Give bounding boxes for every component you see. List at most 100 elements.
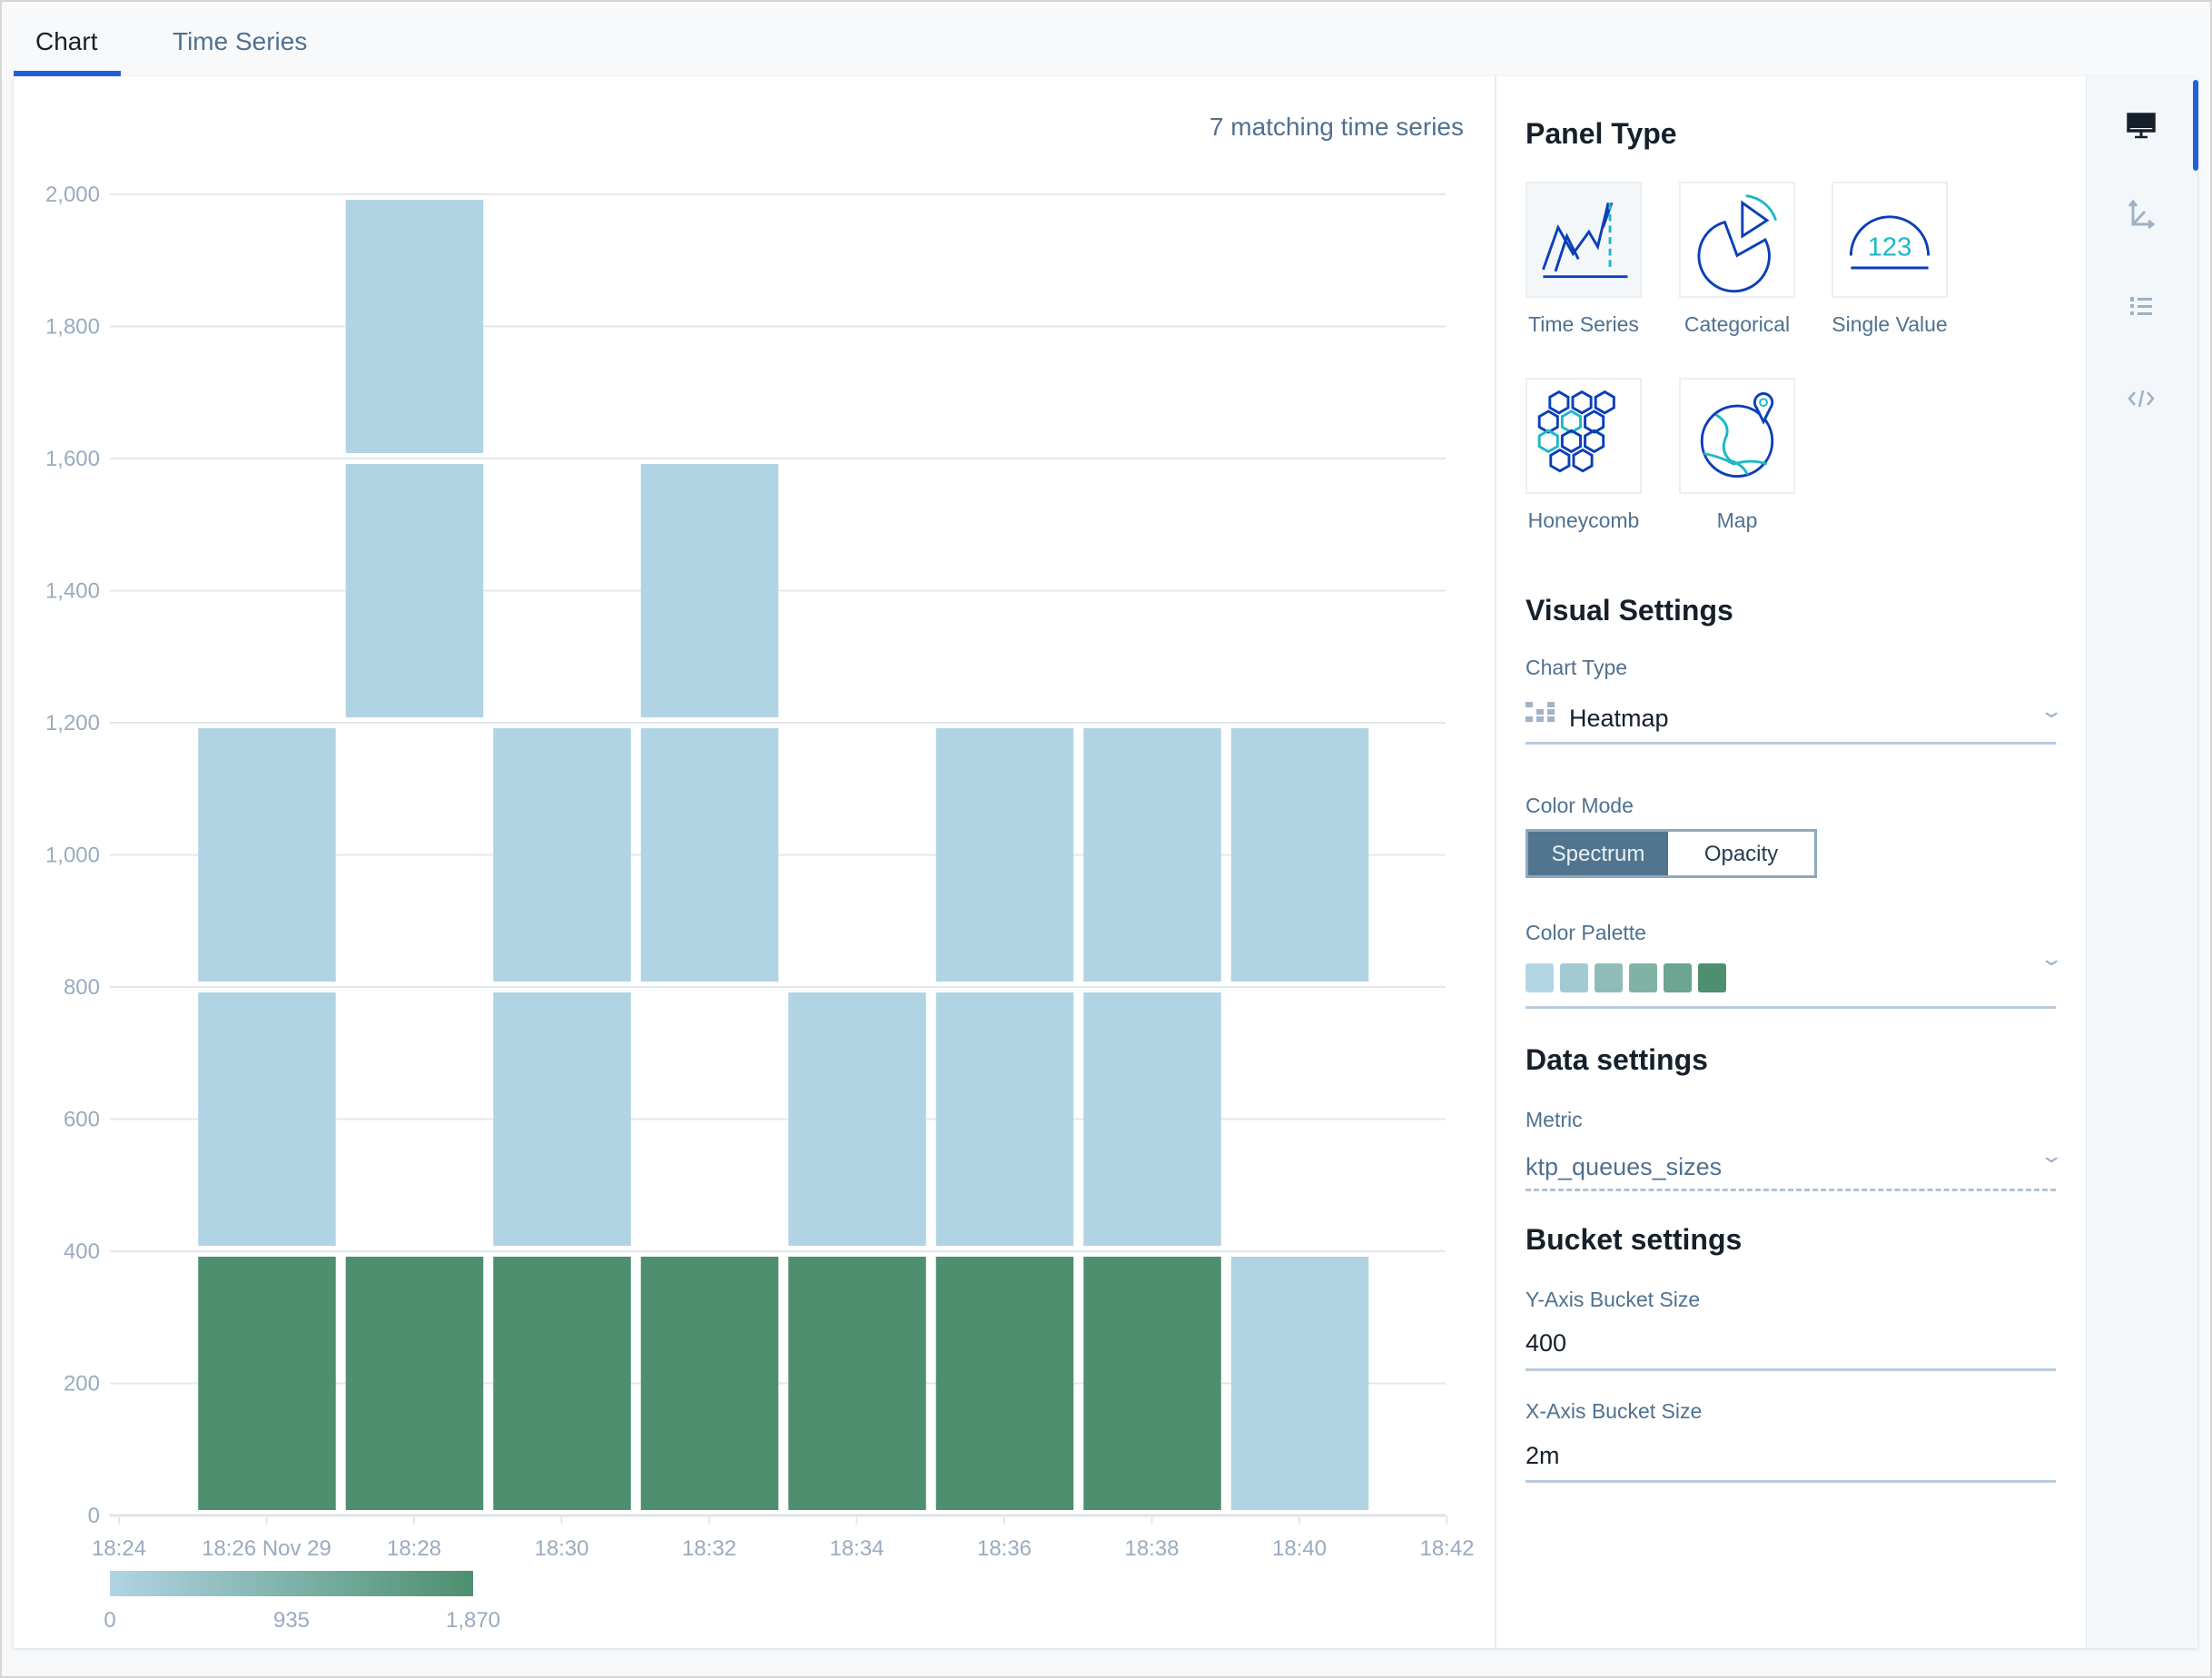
y-tick-label: 1,800 xyxy=(45,315,100,340)
tile-label: Single Value xyxy=(1832,312,1948,336)
heatmap-cell xyxy=(788,992,926,1246)
tile-label: Honeycomb xyxy=(1527,508,1640,532)
panel-type-single-value[interactable]: 123 xyxy=(1832,182,1948,298)
tab-bar: Chart Time Series xyxy=(2,2,2210,78)
x-tick-label: 18:32 xyxy=(682,1536,736,1561)
gauge-icon: 123 xyxy=(1849,215,1931,270)
bucket-settings-title: Bucket settings xyxy=(1526,1223,1743,1256)
x-bucket-label: X-Axis Bucket Size xyxy=(1526,1399,1703,1423)
y-tick-label: 1,400 xyxy=(45,579,100,604)
heatmap-cell xyxy=(493,1257,631,1510)
color-mode-opacity[interactable]: Opacity xyxy=(1668,829,1817,878)
color-mode-label: Color Mode xyxy=(1526,794,1634,817)
visual-settings-title: Visual Settings xyxy=(1526,594,1733,627)
y-tick-label: 1,000 xyxy=(45,844,100,868)
active-tab-indicator xyxy=(14,71,121,76)
metric-select[interactable]: ktp_queues_sizes ⌄ xyxy=(1526,1139,2064,1188)
chart-type-select[interactable]: Heatmap ⌄ xyxy=(1526,683,2064,739)
honeycomb-icon xyxy=(1537,390,1615,473)
y-tick-label: 1,600 xyxy=(45,447,100,471)
color-palette-select[interactable]: ⌄ xyxy=(1526,947,2064,1003)
heatmap-cell xyxy=(1083,992,1221,1246)
heatmap-cell xyxy=(640,1257,779,1510)
heatmap-cell xyxy=(935,992,1074,1246)
x-tick-label: 18:34 xyxy=(829,1536,884,1561)
panel-type-title: Panel Type xyxy=(1526,117,1677,150)
palette-swatch xyxy=(1629,963,1657,992)
heatmap-cell xyxy=(1083,728,1221,982)
y-bucket-underline xyxy=(1526,1368,2056,1371)
tab-chart[interactable]: Chart xyxy=(35,27,98,55)
heatmap-cell xyxy=(198,992,336,1246)
heatmap-cell xyxy=(1083,1257,1221,1510)
chart-type-underline xyxy=(1526,742,2056,745)
x-bucket-underline xyxy=(1526,1480,2056,1483)
color-scale-bar xyxy=(110,1571,473,1596)
heatmap-cell xyxy=(1230,1257,1369,1510)
x-tick-label: 18:26 Nov 29 xyxy=(202,1536,331,1561)
svg-text:123: 123 xyxy=(1868,232,1911,262)
axes-icon[interactable] xyxy=(2123,197,2159,233)
color-scale-label: 935 xyxy=(273,1608,310,1633)
y-tick-label: 1,200 xyxy=(45,711,100,735)
metric-label: Metric xyxy=(1526,1108,1583,1131)
palette-swatch xyxy=(1560,963,1588,992)
panel-type-honeycomb[interactable] xyxy=(1526,378,1642,494)
panel-divider xyxy=(1495,76,1496,1648)
settings-icon-bar xyxy=(2086,76,2197,1648)
matching-series-count: 7 matching time series xyxy=(1209,113,1464,141)
y-tick-label: 400 xyxy=(64,1239,100,1264)
y-bucket-label: Y-Axis Bucket Size xyxy=(1526,1288,1701,1311)
heatmap-icon xyxy=(1526,702,1555,722)
heatmap-cell xyxy=(345,464,484,717)
heatmap-cell xyxy=(640,464,779,717)
chevron-down-icon: ⌄ xyxy=(2039,947,2065,970)
x-tick-label: 18:42 xyxy=(1419,1536,1474,1561)
y-tick-label: 200 xyxy=(64,1372,100,1397)
panel-type-categorical[interactable] xyxy=(1679,182,1795,298)
y-tick-label: 800 xyxy=(64,975,100,1000)
list-icon[interactable] xyxy=(2123,289,2159,325)
x-bucket-input[interactable]: 2m xyxy=(1526,1442,1560,1469)
heatmap-cell xyxy=(788,1257,926,1510)
tile-label: Time Series xyxy=(1528,312,1639,336)
heatmap-cell xyxy=(935,1257,1074,1510)
heatmap-chart: 0 200 400 600 800 1,000 1,200 1,400 1,600 1,800 2,… xyxy=(45,183,1475,1633)
chart-type-label: Chart Type xyxy=(1526,656,1628,679)
color-scale-label: 0 xyxy=(104,1608,115,1633)
heatmap-cell xyxy=(345,1257,484,1510)
y-bucket-input[interactable]: 400 xyxy=(1526,1329,1567,1357)
heatmap-cell xyxy=(935,728,1074,982)
heatmap-cell xyxy=(493,992,631,1246)
heatmap-cell xyxy=(493,728,631,982)
palette-swatch xyxy=(1664,963,1692,992)
code-icon[interactable] xyxy=(2123,380,2159,417)
globe-icon xyxy=(1700,392,1774,479)
x-tick-label: 18:24 xyxy=(92,1536,146,1561)
time-series-icon xyxy=(1542,202,1628,279)
x-tick-label: 18:40 xyxy=(1272,1536,1327,1561)
tab-time-series[interactable]: Time Series xyxy=(173,27,308,55)
monitor-icon[interactable] xyxy=(2123,107,2159,143)
tile-label: Map xyxy=(1716,508,1758,532)
heatmap-cell xyxy=(198,1257,336,1510)
chevron-down-icon: ⌄ xyxy=(2039,699,2065,722)
panel-type-map[interactable] xyxy=(1679,378,1795,494)
palette-swatch xyxy=(1595,963,1623,992)
active-section-indicator xyxy=(2193,80,2198,171)
x-tick-label: 18:38 xyxy=(1124,1536,1179,1561)
x-tick-label: 18:28 xyxy=(387,1536,441,1561)
color-scale-label: 1,870 xyxy=(446,1608,500,1633)
color-palette-label: Color Palette xyxy=(1526,921,1646,944)
x-tick-label: 18:30 xyxy=(534,1536,588,1561)
metric-value: ktp_queues_sizes xyxy=(1526,1153,1723,1180)
color-mode-spectrum[interactable]: Spectrum xyxy=(1526,829,1671,878)
tile-label: Categorical xyxy=(1684,312,1791,336)
chevron-down-icon: ⌄ xyxy=(2039,1144,2065,1167)
palette-swatch xyxy=(1526,963,1554,992)
y-tick-label: 0 xyxy=(88,1504,100,1528)
heatmap-cell xyxy=(198,728,336,982)
panel-type-time-series[interactable] xyxy=(1526,182,1642,298)
heatmap-cell xyxy=(1230,728,1369,982)
data-settings-title: Data settings xyxy=(1526,1043,1708,1076)
